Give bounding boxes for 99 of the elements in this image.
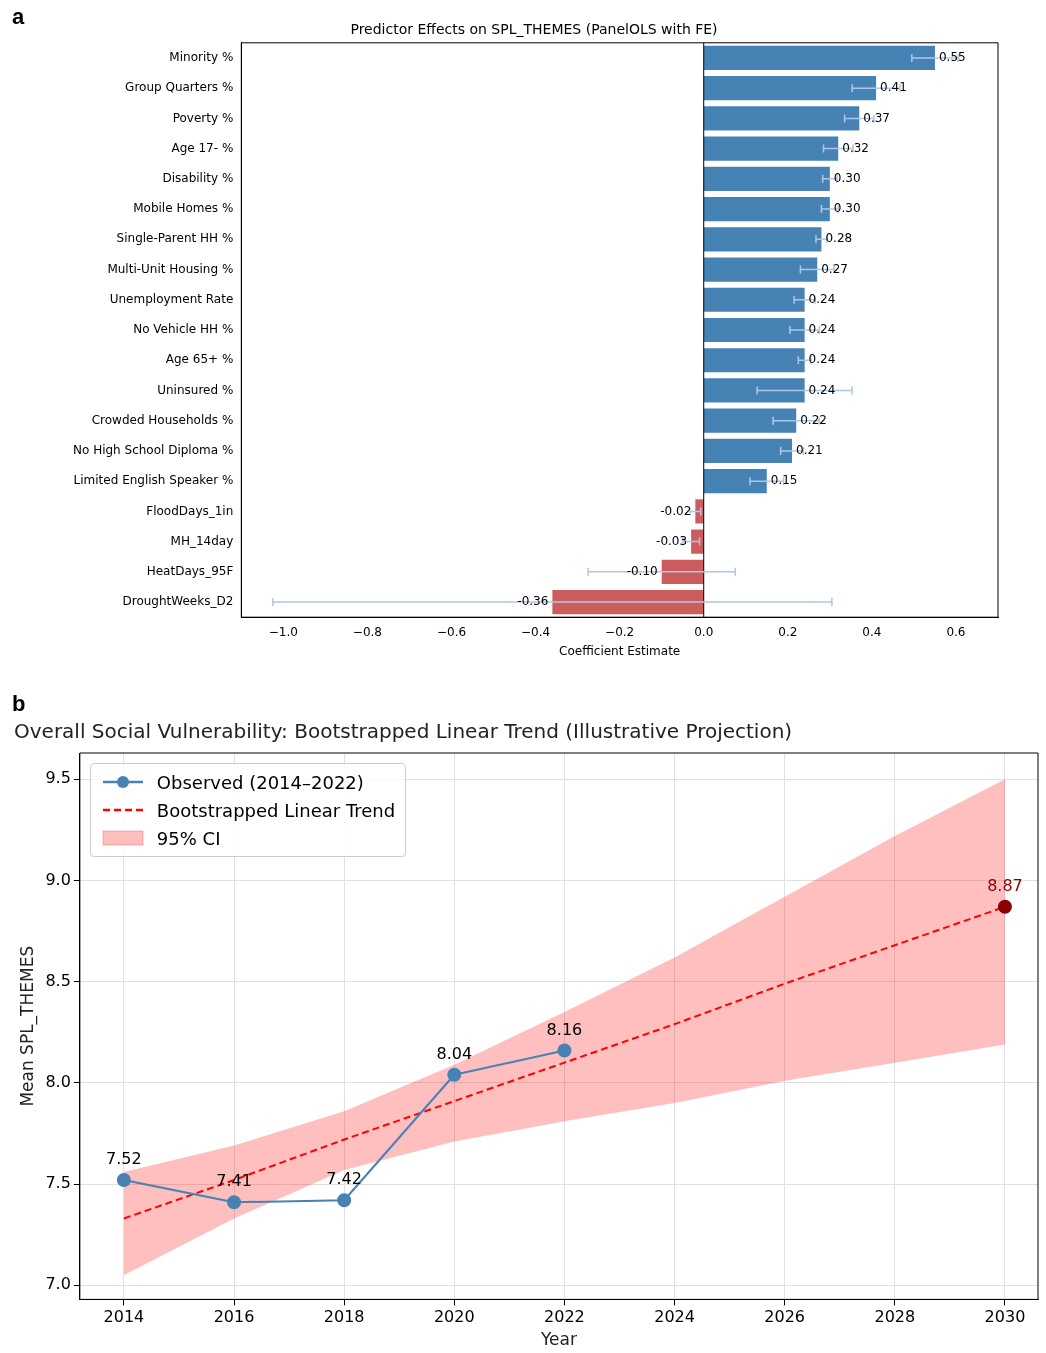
x-tick-label: 0.4	[862, 624, 882, 639]
bar	[703, 287, 805, 312]
bar	[703, 196, 830, 222]
y-tick-label: Uninsured %	[157, 382, 234, 397]
data-label: 7.52	[106, 1149, 142, 1169]
data-label: 0.32	[842, 140, 869, 155]
y-tick-label: No Vehicle HH %	[133, 322, 234, 337]
data-label: 8.87	[987, 875, 1023, 895]
data-label: 0.37	[863, 110, 890, 125]
data-label: 0.30	[833, 201, 861, 216]
bar	[703, 469, 767, 494]
y-axis-title: Mean SPL_THEMES	[16, 945, 38, 1107]
point	[227, 1195, 242, 1210]
y-tick-label: FloodDays_1in	[146, 503, 234, 518]
data-label: 0.21	[796, 443, 823, 458]
bar	[552, 589, 704, 615]
x-tick-label: 0.6	[946, 624, 966, 639]
data-label: 0.30	[833, 170, 861, 185]
data-label: 0.24	[808, 322, 836, 337]
x-axis-title: Coefficient Estimate	[559, 643, 681, 658]
x-tick-label: −1.0	[268, 624, 298, 639]
text: b	[12, 691, 26, 717]
x-tick-label: 2018	[323, 1307, 365, 1327]
x-tick-label: −0.4	[521, 624, 551, 639]
y-tick-label: Minority %	[169, 50, 234, 65]
bar	[703, 45, 935, 71]
bar	[703, 317, 805, 343]
point	[997, 899, 1012, 914]
text: a	[12, 4, 25, 30]
y-tick-label: 8.0	[45, 1072, 71, 1092]
y-tick-label: Age 17- %	[171, 140, 234, 155]
y-tick-label: Unemployment Rate	[109, 291, 234, 306]
data-label: 0.28	[825, 231, 853, 246]
x-tick-label: 2026	[764, 1307, 806, 1327]
y-tick-label: No High School Diploma %	[72, 443, 234, 458]
x-tick-label: 0.0	[694, 624, 714, 639]
point	[337, 1193, 352, 1208]
data-label: -0.10	[626, 563, 658, 578]
y-tick-label: Poverty %	[172, 110, 234, 125]
y-tick-label: 9.5	[45, 768, 71, 788]
y-tick-label: 7.5	[45, 1173, 71, 1193]
y-tick-label: 7.0	[45, 1274, 71, 1294]
y-tick-label: Group Quarters %	[125, 80, 234, 95]
x-tick-label: 2028	[874, 1307, 916, 1327]
bar	[703, 227, 822, 252]
chart-title: Predictor Effects on SPL_THEMES (PanelOLS with FE)	[350, 21, 718, 38]
data-label: 0.41	[880, 80, 907, 95]
bar	[703, 408, 797, 433]
data-label: 0.24	[808, 382, 836, 397]
chart-title: Overall Social Vulnerability: Bootstrapped Linear Trend (Illustrative Projection)	[14, 719, 793, 744]
data-label: 0.15	[770, 473, 798, 488]
y-tick-label: MH_14day	[170, 533, 234, 548]
data-label: -0.02	[660, 503, 692, 518]
bar	[703, 166, 830, 191]
point	[116, 1173, 131, 1187]
x-tick-label: 2020	[433, 1307, 475, 1327]
x-tick-label: 2030	[984, 1307, 1026, 1327]
x-tick-label: −0.6	[436, 624, 467, 639]
data-label: -0.03	[656, 533, 688, 548]
data-label: 0.27	[821, 261, 848, 276]
y-tick-label: 8.5	[45, 970, 71, 990]
bar	[703, 106, 860, 131]
x-tick-label: 2024	[654, 1307, 695, 1327]
data-label: 8.04	[436, 1043, 473, 1063]
y-tick-label: Disability %	[162, 170, 234, 185]
data-label: 8.16	[546, 1019, 583, 1039]
x-tick-label: −0.2	[605, 624, 635, 639]
bar	[703, 257, 818, 282]
legend-label: Observed (2014–2022)	[156, 771, 364, 793]
y-tick-label: Crowded Households %	[91, 412, 234, 427]
bar	[703, 378, 805, 403]
y-tick-label: Single-Parent HH %	[116, 231, 234, 246]
y-tick-label: HeatDays_95F	[146, 563, 234, 578]
data-label: 0.55	[938, 50, 966, 65]
data-label: 0.24	[808, 352, 836, 367]
x-tick-label: 2022	[544, 1307, 585, 1327]
data-label: 0.22	[800, 412, 827, 427]
bar	[703, 136, 839, 161]
y-tick-label: 9.0	[45, 869, 71, 889]
y-tick-label: DroughtWeeks_D2	[122, 594, 234, 609]
x-tick-label: −0.8	[352, 624, 382, 639]
y-tick-label: Multi-Unit Housing %	[107, 261, 234, 276]
y-tick-label: Limited English Speaker %	[73, 473, 234, 488]
x-axis-title: Year	[539, 1329, 577, 1350]
y-tick-label: Age 65+ %	[165, 352, 234, 367]
data-label: 0.24	[808, 291, 836, 306]
y-tick-label: Mobile Homes %	[133, 201, 234, 216]
x-tick-label: 2016	[213, 1307, 255, 1327]
data-label: -0.36	[517, 594, 549, 609]
bar	[703, 348, 805, 373]
x-tick-label: 0.2	[778, 624, 798, 639]
bar	[703, 76, 877, 101]
x-tick-label: 2014	[103, 1307, 145, 1327]
data-label: 7.42	[326, 1169, 362, 1189]
point	[447, 1067, 462, 1082]
annotation: 95% CI	[156, 827, 221, 849]
point	[557, 1043, 572, 1058]
bar	[703, 438, 793, 464]
legend-label: Bootstrapped Linear Trend	[156, 799, 396, 821]
